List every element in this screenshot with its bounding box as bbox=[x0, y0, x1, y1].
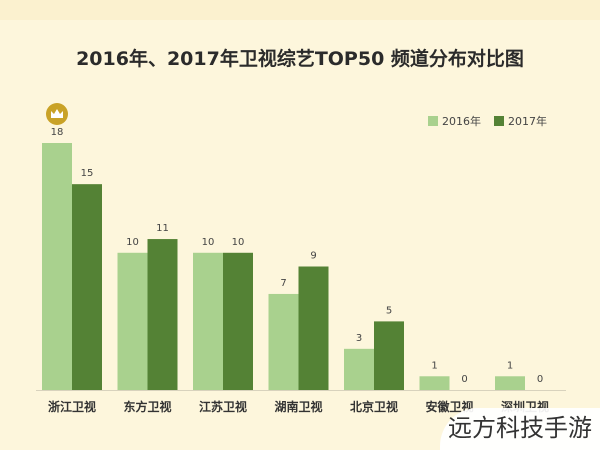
category-label: 浙江卫视 bbox=[48, 399, 96, 414]
category-label: 东方卫视 bbox=[123, 399, 171, 414]
bar-2016 bbox=[344, 348, 374, 390]
data-label: 11 bbox=[156, 223, 169, 234]
bar-2016 bbox=[42, 143, 72, 390]
data-label: 10 bbox=[232, 237, 245, 248]
data-label: 3 bbox=[356, 333, 362, 344]
bar-2017 bbox=[374, 321, 404, 390]
data-label: 7 bbox=[280, 278, 286, 289]
data-label: 1 bbox=[431, 360, 437, 371]
legend-swatch bbox=[494, 116, 504, 126]
category-label: 北京卫视 bbox=[350, 399, 398, 414]
data-label: 5 bbox=[386, 305, 392, 316]
bar-2016 bbox=[193, 252, 223, 390]
bar-2016 bbox=[419, 376, 450, 390]
bar-2017 bbox=[223, 252, 253, 390]
top-band bbox=[0, 0, 600, 20]
watermark-text: 远方科技手游 bbox=[448, 414, 592, 442]
crown-icon bbox=[51, 109, 63, 118]
legend-label: 2016年 bbox=[442, 114, 481, 128]
category-label: 江苏卫视 bbox=[199, 399, 247, 414]
watermark: 远方科技手游 bbox=[440, 408, 600, 450]
data-label: 9 bbox=[310, 251, 316, 262]
chart-title: 2016年、2017年卫视综艺TOP50 频道分布对比图 bbox=[76, 48, 524, 70]
data-label: 1 bbox=[507, 360, 513, 371]
data-label: 0 bbox=[537, 374, 543, 385]
bar-2017 bbox=[298, 266, 329, 390]
bar-2016 bbox=[268, 293, 299, 390]
bar-2017 bbox=[72, 184, 102, 390]
bar-2017 bbox=[147, 239, 178, 390]
category-label: 湖南卫视 bbox=[274, 399, 322, 414]
legend-swatch bbox=[428, 116, 438, 126]
data-label: 15 bbox=[81, 168, 94, 179]
bar-2016 bbox=[117, 252, 148, 390]
data-label: 18 bbox=[51, 127, 64, 138]
bar-2016 bbox=[495, 376, 525, 390]
data-label: 10 bbox=[202, 237, 215, 248]
data-label: 10 bbox=[126, 237, 139, 248]
legend-label: 2017年 bbox=[508, 114, 547, 128]
data-label: 0 bbox=[461, 374, 467, 385]
category-label: 安徽卫视 bbox=[425, 399, 473, 414]
